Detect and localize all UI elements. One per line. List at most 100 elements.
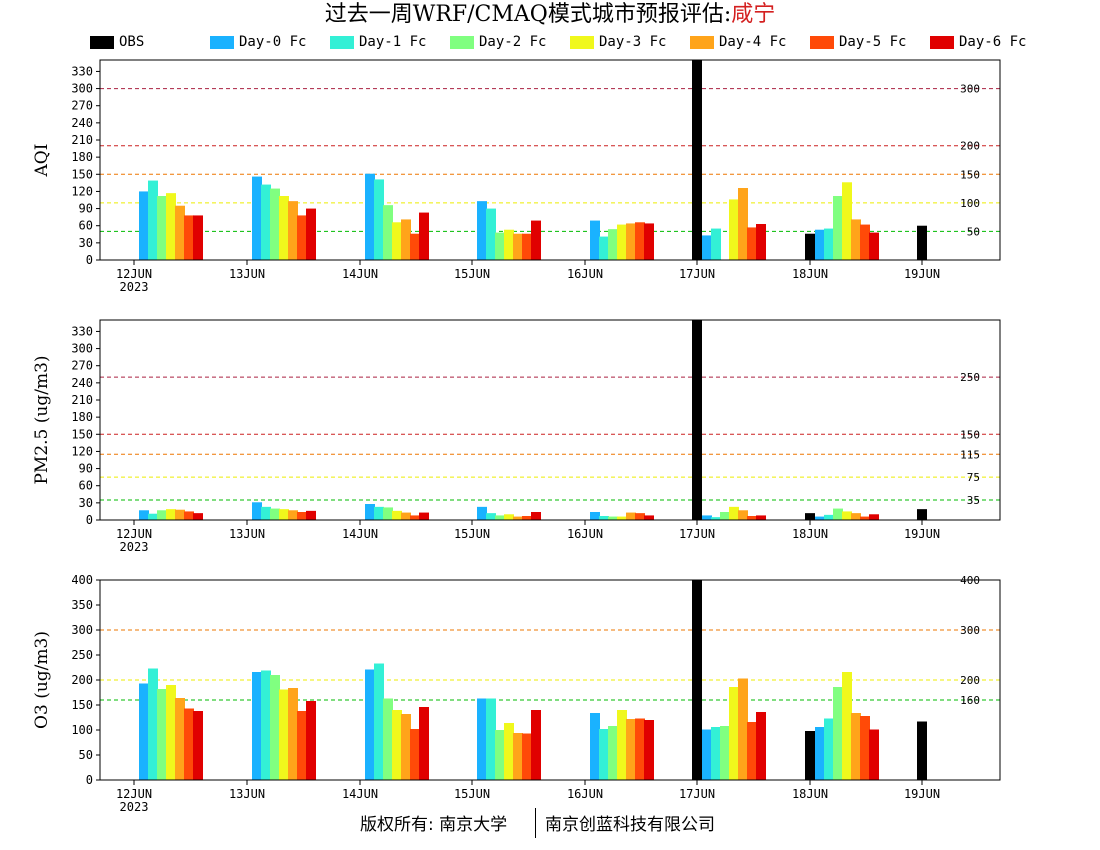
bar-day-6-fc xyxy=(306,510,316,520)
y-axis-label: O3 (ug/m3) xyxy=(32,631,52,729)
bar-day-5-fc xyxy=(184,511,194,520)
x-tick-label: 13JUN xyxy=(229,527,265,541)
y-tick-label: 90 xyxy=(79,462,93,476)
bar-day-2-fc xyxy=(157,510,167,520)
bar-day-1-fc xyxy=(824,228,834,260)
bar-day-0-fc xyxy=(815,727,825,780)
bar-day-6-fc xyxy=(869,232,879,260)
bar-day-5-fc xyxy=(297,215,307,260)
bar-day-0-fc xyxy=(139,683,149,780)
bar-day-2-fc xyxy=(383,205,393,260)
y-tick-label: 270 xyxy=(71,359,93,373)
bar-day-1-fc xyxy=(148,180,158,260)
bar-day-4-fc xyxy=(513,516,523,520)
threshold-label: 50 xyxy=(967,225,980,238)
bar-day-2-fc xyxy=(833,687,843,780)
x-tick-label: 13JUN xyxy=(229,787,265,801)
bar-obs xyxy=(692,580,702,780)
bar-day-4-fc xyxy=(175,698,185,780)
bar-day-0-fc xyxy=(252,502,262,520)
bar-day-1-fc xyxy=(824,514,834,520)
legend-item-day-0-fc: Day-0 Fc xyxy=(210,34,306,50)
y-tick-label: 0 xyxy=(86,253,93,267)
bar-day-6-fc xyxy=(419,512,429,520)
legend-label: Day-4 Fc xyxy=(719,34,787,50)
bar-day-6-fc xyxy=(644,720,654,780)
y-tick-label: 240 xyxy=(71,116,93,130)
legend-label: Day-0 Fc xyxy=(239,34,307,50)
x-tick-label: 19JUN xyxy=(904,267,940,281)
bar-day-3-fc xyxy=(842,511,852,520)
plot-frame xyxy=(99,59,1001,261)
bar-day-2-fc xyxy=(270,508,280,520)
bar-day-0-fc xyxy=(702,235,712,260)
bar-day-5-fc xyxy=(747,516,757,520)
y-tick-label: 350 xyxy=(71,598,93,612)
bar-obs xyxy=(805,233,815,260)
x-tick-label: 18JUN xyxy=(792,527,828,541)
bar-day-2-fc xyxy=(833,196,843,260)
bar-day-6-fc xyxy=(644,515,654,520)
bar-day-0-fc xyxy=(252,672,262,780)
legend-swatch xyxy=(810,35,834,49)
x-tick-label: 18JUN xyxy=(792,787,828,801)
bar-day-1-fc xyxy=(261,184,271,260)
x-tick-label: 12JUN xyxy=(116,267,152,281)
bar-day-4-fc xyxy=(851,513,861,520)
bar-day-5-fc xyxy=(635,222,645,260)
bar-day-4-fc xyxy=(288,510,298,520)
bar-day-2-fc xyxy=(720,512,730,520)
threshold-label: 160 xyxy=(960,694,980,707)
y-tick-label: 0 xyxy=(86,513,93,527)
bar-day-3-fc xyxy=(279,196,289,260)
y-tick-label: 180 xyxy=(71,150,93,164)
bar-day-6-fc xyxy=(419,212,429,260)
y-tick-label: 180 xyxy=(71,410,93,424)
bar-day-5-fc xyxy=(410,515,420,520)
bar-day-1-fc xyxy=(374,506,384,520)
x-tick-label: 17JUN xyxy=(679,787,715,801)
x-tick-label: 19JUN xyxy=(904,787,940,801)
bar-day-3-fc xyxy=(504,514,514,520)
bar-day-2-fc xyxy=(270,188,280,260)
bar-day-5-fc xyxy=(860,516,870,520)
threshold-label: 300 xyxy=(960,83,980,96)
bar-day-6-fc xyxy=(869,514,879,520)
title-prefix: 过去一周WRF/CMAQ模式城市预报评估: xyxy=(324,2,732,27)
x-tick-label: 13JUN xyxy=(229,267,265,281)
y-tick-label: 60 xyxy=(79,479,93,493)
legend-swatch xyxy=(210,35,234,49)
bar-day-3-fc xyxy=(504,229,514,260)
bar-day-4-fc xyxy=(513,733,523,780)
bar-day-3-fc xyxy=(392,222,402,260)
bar-day-3-fc xyxy=(729,506,739,520)
bar-day-6-fc xyxy=(419,707,429,780)
legend-item-day-5-fc: Day-5 Fc xyxy=(810,34,906,50)
bar-day-3-fc xyxy=(279,689,289,780)
x-tick-label: 14JUN xyxy=(342,267,378,281)
bar-day-2-fc xyxy=(270,675,280,780)
legend-item-day-6-fc: Day-6 Fc xyxy=(930,34,1026,50)
bar-day-4-fc xyxy=(626,719,636,780)
y-tick-label: 50 xyxy=(79,748,93,762)
bar-day-3-fc xyxy=(166,509,176,520)
y-tick-label: 400 xyxy=(71,573,93,587)
bar-day-6-fc xyxy=(644,223,654,260)
legend-swatch xyxy=(90,35,114,49)
bar-obs xyxy=(917,721,927,780)
y-tick-label: 60 xyxy=(79,219,93,233)
legend-item-day-1-fc: Day-1 Fc xyxy=(330,34,426,50)
x-tick-label: 16JUN xyxy=(567,267,603,281)
bar-day-6-fc xyxy=(193,513,203,520)
x-tick-label: 15JUN xyxy=(454,267,490,281)
bar-day-3-fc xyxy=(279,509,289,520)
bar-day-5-fc xyxy=(297,512,307,520)
bar-day-0-fc xyxy=(252,176,262,260)
y-tick-label: 210 xyxy=(71,393,93,407)
y-tick-label: 300 xyxy=(71,82,93,96)
bar-day-1-fc xyxy=(599,236,609,260)
threshold-label: 200 xyxy=(960,140,980,153)
threshold-label: 250 xyxy=(960,371,980,384)
footer-divider xyxy=(535,808,536,838)
